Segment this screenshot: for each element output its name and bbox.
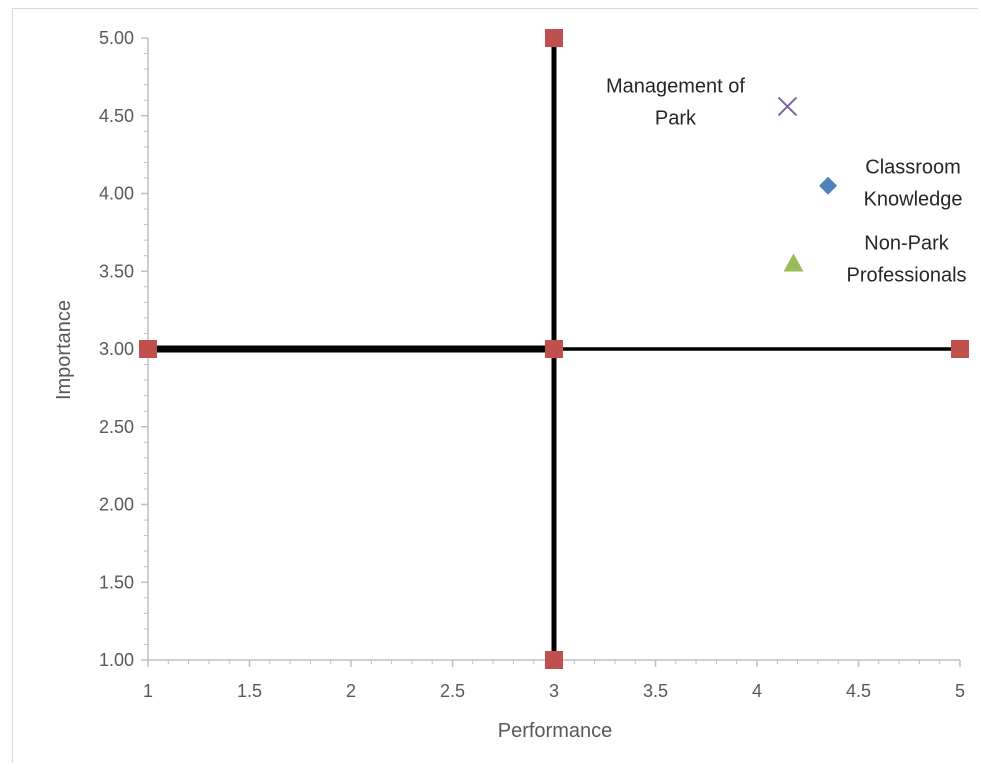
diamond-point: [819, 176, 838, 195]
triangle-point: [783, 253, 804, 272]
quadrant-marker: [951, 340, 969, 358]
x-point: [777, 96, 798, 117]
y-tick-label: 3.50: [99, 261, 134, 281]
data-points: [777, 96, 838, 272]
point-label-line: Park: [655, 107, 697, 129]
quadrant-marker: [545, 340, 563, 358]
y-tick-label: 3.00: [99, 339, 134, 359]
x-tick-label: 1: [143, 681, 153, 701]
point-label: Non-Park Professionals: [847, 232, 967, 286]
chart-frame: [12, 8, 978, 763]
x-tick-label: 2: [346, 681, 356, 701]
x-axis-title: Performance: [498, 720, 613, 742]
point-labels: Classroom Knowledge Non-Park Professionals M…: [606, 75, 967, 286]
y-tick-label: 1.00: [99, 650, 134, 670]
y-tick-label: 2.50: [99, 417, 134, 437]
y-tick-label: 5.00: [99, 28, 134, 48]
point-label-line: Professionals: [847, 264, 967, 286]
point-label-line: Management of: [606, 75, 745, 97]
point-label-line: Knowledge: [864, 189, 963, 211]
x-tick-label: 1.5: [237, 681, 262, 701]
x-tick-label: 5: [955, 681, 965, 701]
y-tick-label: 4.50: [99, 106, 134, 126]
x-tick-label: 4: [752, 681, 762, 701]
quadrant-marker: [545, 29, 563, 47]
y-axis-title: Importance: [53, 300, 75, 400]
y-tick-label: 1.50: [99, 572, 134, 592]
quadrant-marker: [545, 651, 563, 669]
x-tick-label: 4.5: [846, 681, 871, 701]
x-tick-label: 3.5: [643, 681, 668, 701]
x-tick-label: 2.5: [440, 681, 465, 701]
quadrant-marker: [139, 340, 157, 358]
quadrant-lines: [139, 29, 969, 669]
point-label-line: Non-Park: [864, 232, 949, 254]
x-point-stroke: [777, 96, 798, 117]
x-tick-label: 3: [549, 681, 559, 701]
point-label: Management of Park: [606, 75, 745, 129]
point-label: Classroom Knowledge: [864, 157, 963, 211]
axes: 1.00 1.50 2.00 2.50 3.00 3.50 4.00 4.50 5.00 1 1.5…: [99, 28, 965, 701]
point-label-line: Classroom: [865, 157, 961, 179]
y-tick-label: 2.00: [99, 495, 134, 515]
y-tick-label: 4.00: [99, 184, 134, 204]
